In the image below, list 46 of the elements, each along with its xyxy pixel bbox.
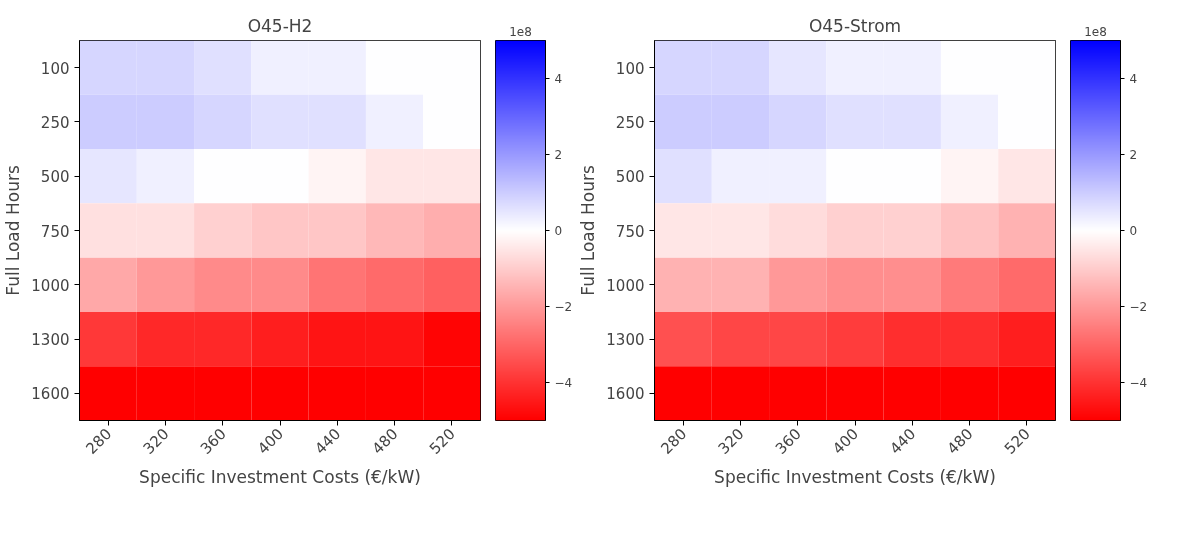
color-bar-label: 4 [554, 72, 563, 86]
color-bar-label: −2 [1129, 300, 1148, 314]
x-tick-label: 360 [196, 424, 230, 458]
y-tick-label: 500 [615, 168, 645, 187]
y-tick-label: 1600 [606, 385, 645, 404]
x-tick-label: 440 [311, 424, 345, 458]
y-tick-label: 250 [40, 113, 70, 132]
y-axis-title: Full Load Hours [578, 165, 599, 296]
x-tick-label: 520 [425, 424, 459, 458]
color-bar-label: −4 [554, 376, 573, 390]
y-tick-label: 1300 [31, 331, 70, 350]
color-bar-label: 2 [554, 148, 563, 162]
y-tick-label: 750 [615, 222, 645, 241]
x-axis-title: Specific Investment Costs (€/kW) [714, 467, 996, 488]
color-bar-label: −4 [1129, 376, 1148, 390]
x-tick-label: 400 [254, 424, 288, 458]
x-tick-label: 320 [139, 424, 173, 458]
color-bar-label: 0 [1129, 224, 1138, 238]
x-tick-label: 400 [829, 424, 863, 458]
y-tick-label: 1300 [606, 331, 645, 350]
y-tick-label: 750 [40, 222, 70, 241]
y-axis-title: Full Load Hours [3, 165, 24, 296]
color-bar-title: 1e8 [1084, 24, 1107, 39]
x-tick-label: 280 [82, 424, 116, 458]
x-tick-label: 320 [714, 424, 748, 458]
chart-title: O45-Strom [808, 15, 902, 36]
y-tick-label: 100 [615, 59, 645, 78]
x-tick-label: 520 [1000, 424, 1034, 458]
x-axis-title: Specific Investment Costs (€/kW) [139, 467, 421, 488]
x-tick-label: 280 [657, 424, 691, 458]
color-bar-label: 0 [554, 224, 563, 238]
y-tick-label: 1000 [606, 276, 645, 295]
y-tick-label: 500 [40, 168, 70, 187]
x-tick-label: 360 [771, 424, 805, 458]
color-bar-label: 4 [1129, 72, 1138, 86]
y-tick-label: 1600 [31, 385, 70, 404]
y-tick-label: 1000 [31, 276, 70, 295]
chart-title: O45-H2 [247, 15, 313, 36]
x-tick-label: 480 [943, 424, 977, 458]
x-tick-label: 480 [368, 424, 402, 458]
y-tick-label: 250 [615, 113, 645, 132]
color-bar-label: −2 [554, 300, 573, 314]
y-tick-label: 100 [40, 59, 70, 78]
color-bar-label: 2 [1129, 148, 1138, 162]
color-bar-title: 1e8 [509, 24, 532, 39]
x-tick-label: 440 [886, 424, 920, 458]
